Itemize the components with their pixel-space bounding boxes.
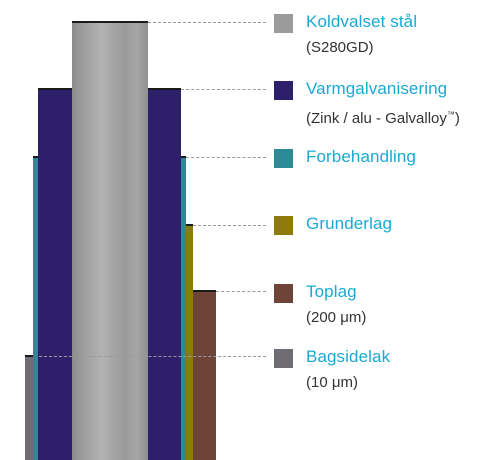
leader-line-forbehandling — [186, 157, 266, 158]
layer-koldvalset-core — [72, 21, 148, 460]
layer-toplag-strip — [192, 290, 216, 460]
legend-label-varmgalvanisering: Varmgalvanisering — [306, 79, 448, 98]
legend-note-varmgalvanisering: (Zink / alu - Galvalloy™) — [306, 106, 460, 128]
legend-note-toplag: (200 μm) — [306, 309, 367, 326]
leader-line-toplag — [216, 291, 266, 292]
legend-swatch-koldvalset — [274, 14, 293, 33]
legend-note-bagsidelak: (10 μm) — [306, 374, 358, 391]
legend-swatch-bagsidelak — [274, 349, 293, 368]
note-text: (Zink / alu - Galvalloy — [306, 110, 447, 127]
trademark-symbol: ™ — [446, 110, 455, 119]
leader-line-varmgalvanisering — [181, 89, 266, 90]
leader-line-grunderlag — [193, 225, 266, 226]
note-close: ) — [454, 110, 460, 127]
legend-swatch-toplag — [274, 284, 293, 303]
layer-grunderlag-strip — [185, 224, 193, 460]
legend-swatch-forbehandling — [274, 149, 293, 168]
legend-label-toplag: Toplag — [306, 282, 357, 301]
legend-label-grunderlag: Grunderlag — [306, 214, 393, 233]
legend-swatch-grunderlag — [274, 216, 293, 235]
legend-swatch-varmgalvanisering — [274, 81, 293, 100]
legend-label-koldvalset: Koldvalset stål — [306, 12, 418, 31]
legend-label-bagsidelak: Bagsidelak — [306, 347, 391, 366]
leader-line-koldvalset — [148, 22, 266, 23]
leader-line-bagsidelak — [39, 356, 266, 357]
legend-label-forbehandling: Forbehandling — [306, 147, 416, 166]
legend-note-koldvalset: (S280GD) — [306, 39, 374, 56]
